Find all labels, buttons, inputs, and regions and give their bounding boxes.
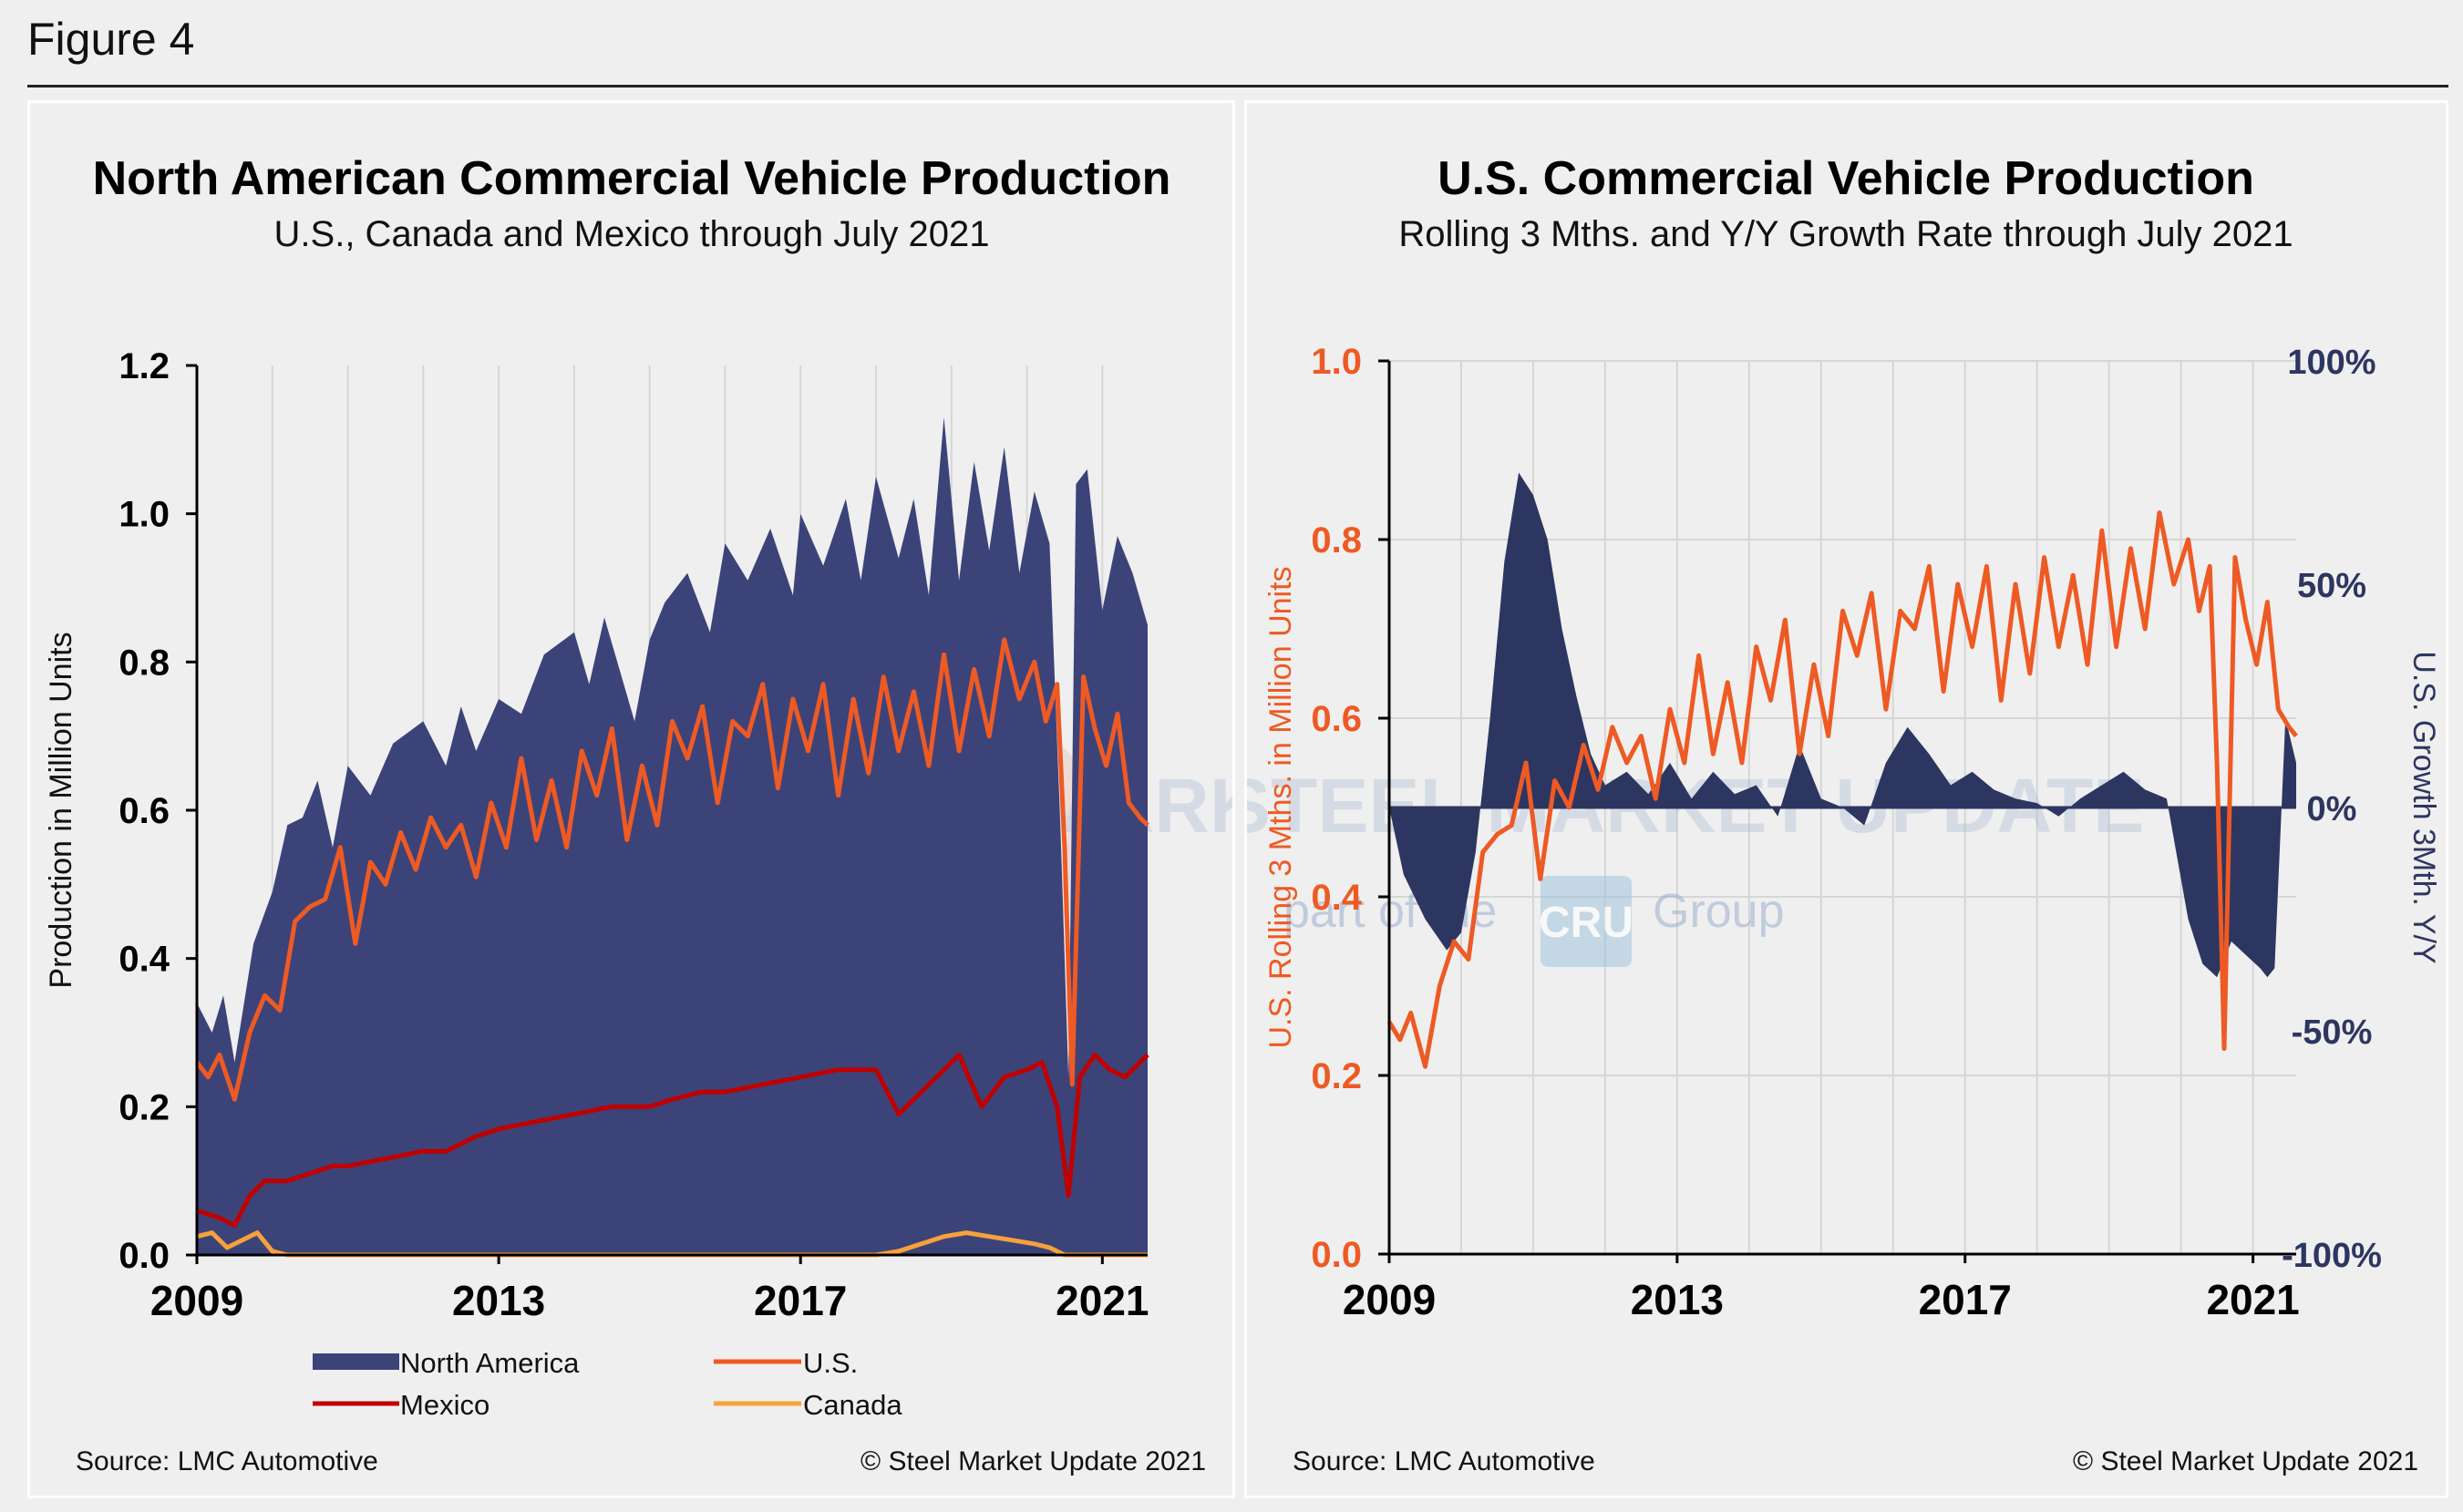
left-x-ticks: 2009 2013 2017 2021 [150, 1255, 1149, 1324]
mexico-line [196, 1052, 1149, 1228]
legend-label-canada: Canada [803, 1389, 902, 1421]
right-x-tick-label: 2021 [2206, 1276, 2299, 1323]
right-chart-subtitle: Rolling 3 Mths. and Y/Y Growth Rate thro… [1398, 214, 2293, 254]
cru-logo-text: CRU [1539, 899, 1633, 947]
left-y-tick-label: 0.6 [119, 791, 170, 831]
right-left-y-tick-label: 0.0 [1311, 1235, 1362, 1275]
legend-label-north-america: North America [400, 1347, 580, 1379]
left-legend: North America U.S. Mexico Canada [313, 1347, 902, 1421]
right-y-axis-label-right: U.S. Growth 3Mth. Y/Y [2406, 651, 2441, 963]
left-x-tick-label: 2009 [150, 1277, 243, 1324]
right-left-y-tick-label: 0.8 [1311, 520, 1362, 561]
right-x-tick-label: 2009 [1343, 1276, 1436, 1323]
left-y-tick-label: 0.0 [119, 1236, 170, 1276]
left-y-axis-label: Production in Million Units [44, 632, 78, 988]
left-y-tick-label: 0.2 [119, 1087, 170, 1127]
us-rolling-line-mark [1386, 510, 2298, 1069]
right-x-tick-label: 2013 [1631, 1276, 1724, 1323]
left-y-ticks: 1.2 1.0 0.8 0.6 0.4 0.2 0.0 [119, 346, 197, 1276]
watermark-right: STEEL MARKET UPDATE part of the CRU Grou… [1247, 763, 2144, 967]
right-left-y-tick-label: 0.2 [1311, 1056, 1362, 1096]
left-source: Source: LMC Automotive [76, 1446, 378, 1476]
figure-title-rule [27, 85, 2448, 87]
right-chart-svg: U.S. Commercial Vehicle Production Rolli… [1247, 152, 2441, 1476]
right-right-y-tick-label: -50% [2292, 1013, 2373, 1052]
left-chart-panel: North American Commercial Vehicle Produc… [27, 100, 1235, 1498]
left-x-tick-label: 2017 [754, 1277, 847, 1324]
watermark-sub-right: Group [1653, 885, 1785, 938]
left-y-tick-label: 0.8 [119, 643, 170, 683]
right-x-ticks: 2009 2013 2017 2021 [1343, 1254, 2300, 1323]
right-chart-title: U.S. Commercial Vehicle Production [1438, 152, 2254, 205]
right-left-y-tick-label: 0.4 [1311, 878, 1362, 918]
legend-label-mexico: Mexico [400, 1389, 490, 1421]
legend-label-us: U.S. [803, 1347, 858, 1379]
left-chart-subtitle: U.S., Canada and Mexico through July 202… [274, 214, 990, 254]
legend-swatch-north-america [313, 1353, 399, 1370]
right-left-y-ticks: 1.0 0.8 0.6 0.4 0.2 0.0 [1311, 342, 1389, 1275]
north-america-area [197, 417, 1148, 1255]
cru-logo-icon [1541, 876, 1632, 967]
left-x-tick-label: 2021 [1056, 1277, 1149, 1324]
us-growth-area [1389, 472, 2296, 978]
left-y-tick-label: 1.2 [119, 346, 170, 386]
left-y-tick-label: 0.4 [119, 940, 170, 980]
right-copyright: © Steel Market Update 2021 [2073, 1446, 2418, 1476]
left-chart-title: North American Commercial Vehicle Produc… [93, 152, 1171, 205]
right-y-axis-label-left: U.S. Rolling 3 Mths. in Million Units [1263, 566, 1298, 1048]
left-y-tick-label: 1.0 [119, 495, 170, 535]
right-left-y-tick-label: 1.0 [1311, 342, 1362, 382]
north-america-area-mark [197, 417, 1148, 1255]
right-right-y-tick-label: 50% [2297, 567, 2366, 605]
right-right-y-ticks: 100% 50% 0% -50% -100% [2282, 344, 2382, 1275]
left-chart-svg: North American Commercial Vehicle Produc… [44, 152, 1232, 1476]
left-copyright: © Steel Market Update 2021 [861, 1446, 1206, 1476]
right-x-tick-label: 2017 [1919, 1276, 2012, 1323]
right-chart-panel: U.S. Commercial Vehicle Production Rolli… [1244, 100, 2448, 1498]
right-right-y-tick-label: 100% [2287, 344, 2375, 382]
us-growth-area-mark [1389, 472, 2296, 978]
us-line [195, 637, 1149, 1102]
right-left-y-tick-label: 0.6 [1311, 699, 1362, 739]
right-right-y-tick-label: -100% [2282, 1237, 2382, 1275]
right-source: Source: LMC Automotive [1293, 1446, 1595, 1476]
left-x-tick-label: 2013 [452, 1277, 545, 1324]
right-right-y-tick-label: 0% [2307, 790, 2357, 828]
figure-label: Figure 4 [27, 14, 195, 65]
us-rolling-line [1386, 510, 2298, 1069]
